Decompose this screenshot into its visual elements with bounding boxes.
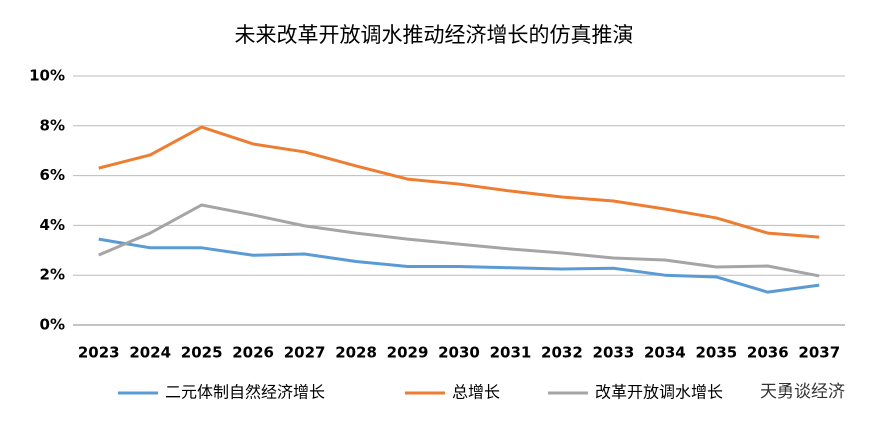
line-series [98,203,820,278]
legend-label: 改革开放调水增长 [595,383,723,402]
x-tick-label: 2033 [593,344,635,362]
x-tick-label: 2032 [541,344,583,362]
chart-title: 未来改革开放调水推动经济增长的仿真推演 [235,23,634,47]
line-series [98,125,820,239]
x-tick-label: 2037 [798,344,840,362]
legend-label: 总增长 [452,383,500,402]
x-tick-label: 2028 [335,344,377,362]
x-tick-label: 2026 [232,344,274,362]
y-tick-label: 6% [40,166,65,184]
y-tick-label: 2% [40,266,65,284]
y-tick-label: 0% [40,316,65,334]
x-tick-label: 2025 [181,344,223,362]
x-tick-label: 2029 [387,344,429,362]
x-tick-label: 2030 [438,344,480,362]
x-tick-label: 2024 [129,344,171,362]
x-tick-label: 2035 [695,344,737,362]
x-tick-label: 2034 [644,344,686,362]
y-tick-label: 4% [40,216,65,234]
legend-label: 二元体制自然经济增长 [165,383,325,402]
x-tick-label: 2036 [747,344,789,362]
line-series [98,237,820,294]
x-tick-label: 2031 [490,344,532,362]
watermark: 天勇谈经济 [760,382,845,402]
x-tick-label: 2023 [78,344,120,362]
y-tick-label: 8% [40,116,65,134]
y-tick-label: 10% [29,67,65,85]
x-tick-label: 2027 [284,344,326,362]
